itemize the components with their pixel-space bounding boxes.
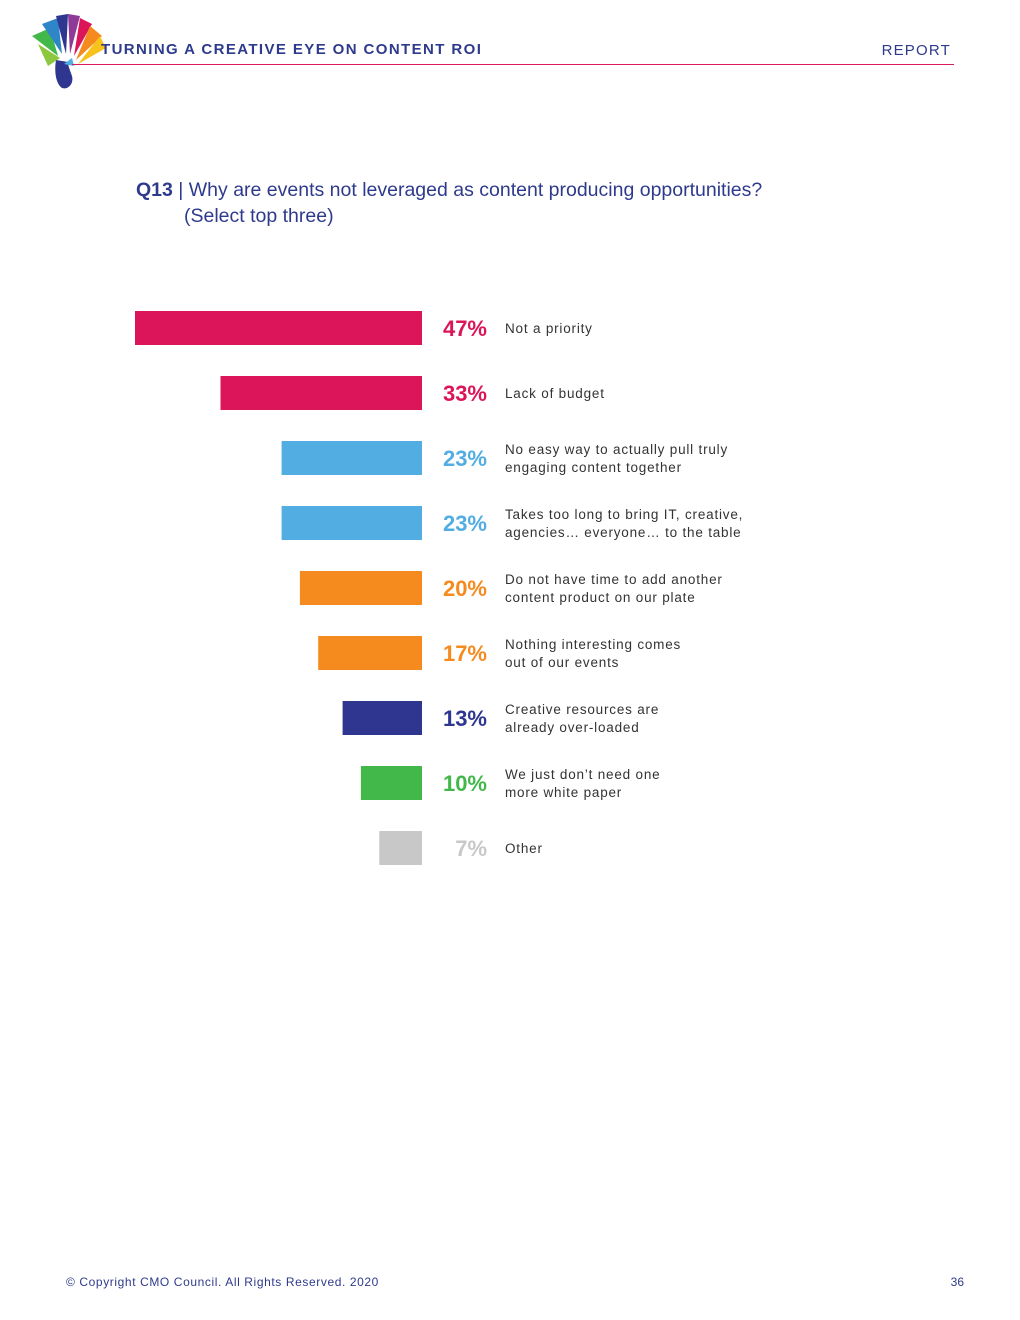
header-divider <box>72 64 954 65</box>
question-heading: Q13 | Why are events not leveraged as co… <box>136 177 896 229</box>
category-label-9: Other <box>505 841 543 856</box>
category-label-8-line-1: We just don’t need one <box>505 767 660 782</box>
section-label: REPORT <box>881 42 951 59</box>
bar-6 <box>318 636 422 670</box>
category-label-3-line-2: engaging content together <box>505 460 682 475</box>
value-label-8: 10% <box>443 771 487 796</box>
category-label-8-line-2: more white paper <box>505 785 622 800</box>
category-label-6-line-1: Nothing interesting comes <box>505 637 681 652</box>
cmo-council-logo-icon <box>32 14 106 89</box>
value-label-1: 47% <box>443 316 487 341</box>
category-label-3-line-1: No easy way to actually pull truly <box>505 442 728 457</box>
category-label-4-line-2: agencies… everyone… to the table <box>505 525 741 540</box>
question-text: Why are events not leveraged as content … <box>188 179 763 201</box>
question-number: Q13 <box>136 179 173 201</box>
category-label-2: Lack of budget <box>505 386 605 401</box>
bar-8 <box>360 766 422 800</box>
category-label-7-line-2: already over-loaded <box>505 720 640 735</box>
value-label-3: 23% <box>443 446 487 471</box>
bar-4 <box>281 506 422 540</box>
value-label-5: 20% <box>443 576 487 601</box>
value-label-4: 23% <box>443 511 487 536</box>
value-label-7: 13% <box>443 706 487 731</box>
bar-9 <box>379 831 422 865</box>
category-label-4-line-1: Takes too long to bring IT, creative, <box>505 507 743 522</box>
bar-7 <box>342 701 422 735</box>
value-label-2: 33% <box>443 381 487 406</box>
bar-1 <box>135 311 422 345</box>
bar-2 <box>220 376 422 410</box>
page-number: 36 <box>950 1275 964 1289</box>
page-header: TURNING A CREATIVE EYE ON CONTENT ROI RE… <box>0 0 1020 100</box>
category-label-6-line-2: out of our events <box>505 655 619 670</box>
bar-3 <box>281 441 422 475</box>
report-title: TURNING A CREATIVE EYE ON CONTENT ROI <box>101 41 483 58</box>
question-instruction: (Select top three) <box>184 205 334 227</box>
bar-chart: 47% Not a priority 33% Lack of budget 23% No … <box>135 311 743 865</box>
value-label-9: 7% <box>455 836 487 861</box>
category-label-1: Not a priority <box>505 321 593 336</box>
category-label-7-line-1: Creative resources are <box>505 702 659 717</box>
value-label-6: 17% <box>443 641 487 666</box>
footer-copyright: © Copyright CMO Council. All Rights Rese… <box>66 1275 379 1289</box>
bar-5 <box>299 571 422 605</box>
question-separator: | <box>178 179 184 201</box>
category-label-5-line-1: Do not have time to add another <box>505 572 723 587</box>
category-label-5-line-2: content product on our plate <box>505 590 696 605</box>
